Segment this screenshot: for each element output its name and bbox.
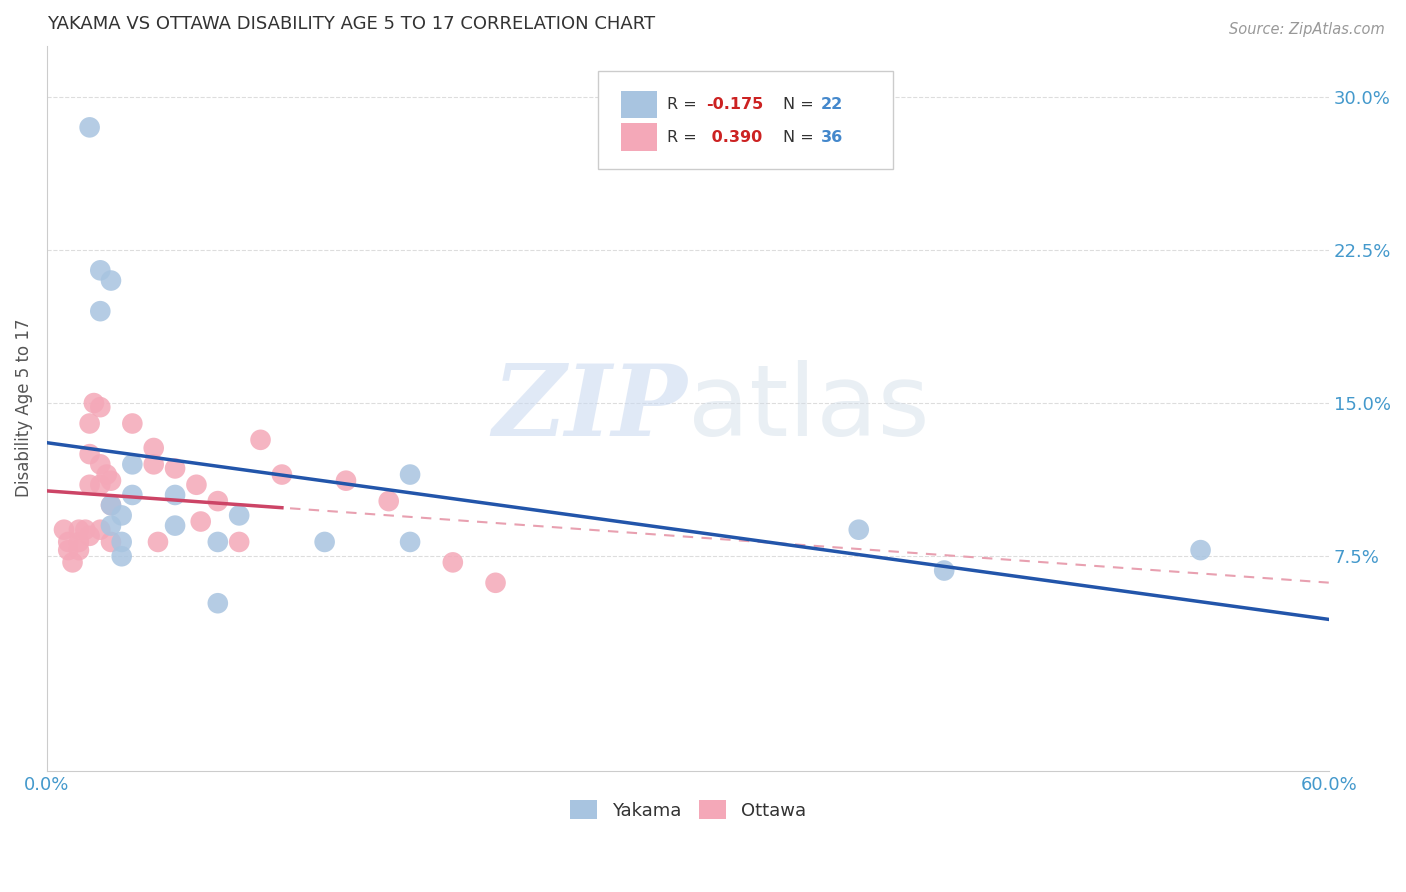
Point <box>207 494 229 508</box>
Point <box>111 535 134 549</box>
Text: ZIP: ZIP <box>494 360 688 457</box>
Point <box>62 555 84 569</box>
Point <box>89 263 111 277</box>
Point <box>484 575 506 590</box>
Point <box>58 535 80 549</box>
Point <box>142 441 165 455</box>
Point <box>228 508 250 523</box>
Point <box>146 535 169 549</box>
Point <box>53 523 76 537</box>
Point <box>934 564 956 578</box>
Point <box>111 508 134 523</box>
Legend: Yakama, Ottawa: Yakama, Ottawa <box>562 793 813 827</box>
Text: -0.175: -0.175 <box>706 97 763 112</box>
Text: 0.390: 0.390 <box>706 129 762 145</box>
Bar <box>621 91 657 118</box>
Text: atlas: atlas <box>688 359 929 457</box>
Point <box>89 400 111 414</box>
Point <box>121 458 143 472</box>
Point <box>270 467 292 482</box>
Text: R =: R = <box>668 129 702 145</box>
Text: R =: R = <box>668 97 702 112</box>
Point <box>89 304 111 318</box>
Point <box>399 535 422 549</box>
Point <box>67 535 90 549</box>
Point <box>89 477 111 491</box>
Point <box>165 518 187 533</box>
Point <box>228 535 250 549</box>
Point <box>335 474 357 488</box>
Point <box>79 417 101 431</box>
Point <box>377 494 399 508</box>
Point <box>1189 543 1212 558</box>
Y-axis label: Disability Age 5 to 17: Disability Age 5 to 17 <box>15 319 32 498</box>
Point <box>399 467 422 482</box>
Point <box>79 120 101 135</box>
Point <box>249 433 271 447</box>
Point <box>67 543 90 558</box>
Point <box>100 474 122 488</box>
Point <box>79 477 101 491</box>
Point <box>441 555 464 569</box>
Text: 22: 22 <box>821 97 844 112</box>
Point <box>75 523 97 537</box>
Text: N =: N = <box>783 97 818 112</box>
FancyBboxPatch shape <box>598 71 893 169</box>
Point <box>58 543 80 558</box>
Point <box>165 488 187 502</box>
Point <box>100 518 122 533</box>
Point <box>121 488 143 502</box>
Point <box>100 535 122 549</box>
Point <box>96 467 118 482</box>
Point <box>186 477 208 491</box>
Point <box>207 596 229 610</box>
Text: YAKAMA VS OTTAWA DISABILITY AGE 5 TO 17 CORRELATION CHART: YAKAMA VS OTTAWA DISABILITY AGE 5 TO 17 … <box>46 15 655 33</box>
Point <box>207 535 229 549</box>
Point <box>100 498 122 512</box>
Point <box>67 523 90 537</box>
Point <box>100 274 122 288</box>
Point <box>89 458 111 472</box>
Bar <box>621 123 657 151</box>
Point <box>190 515 212 529</box>
Point <box>848 523 870 537</box>
Point <box>79 529 101 543</box>
Text: 36: 36 <box>821 129 844 145</box>
Point <box>165 461 187 475</box>
Point <box>111 549 134 564</box>
Point <box>142 458 165 472</box>
Point <box>79 447 101 461</box>
Point <box>83 396 105 410</box>
Point <box>100 498 122 512</box>
Text: N =: N = <box>783 129 818 145</box>
Point <box>314 535 336 549</box>
Point <box>89 523 111 537</box>
Text: Source: ZipAtlas.com: Source: ZipAtlas.com <box>1229 22 1385 37</box>
Point <box>121 417 143 431</box>
